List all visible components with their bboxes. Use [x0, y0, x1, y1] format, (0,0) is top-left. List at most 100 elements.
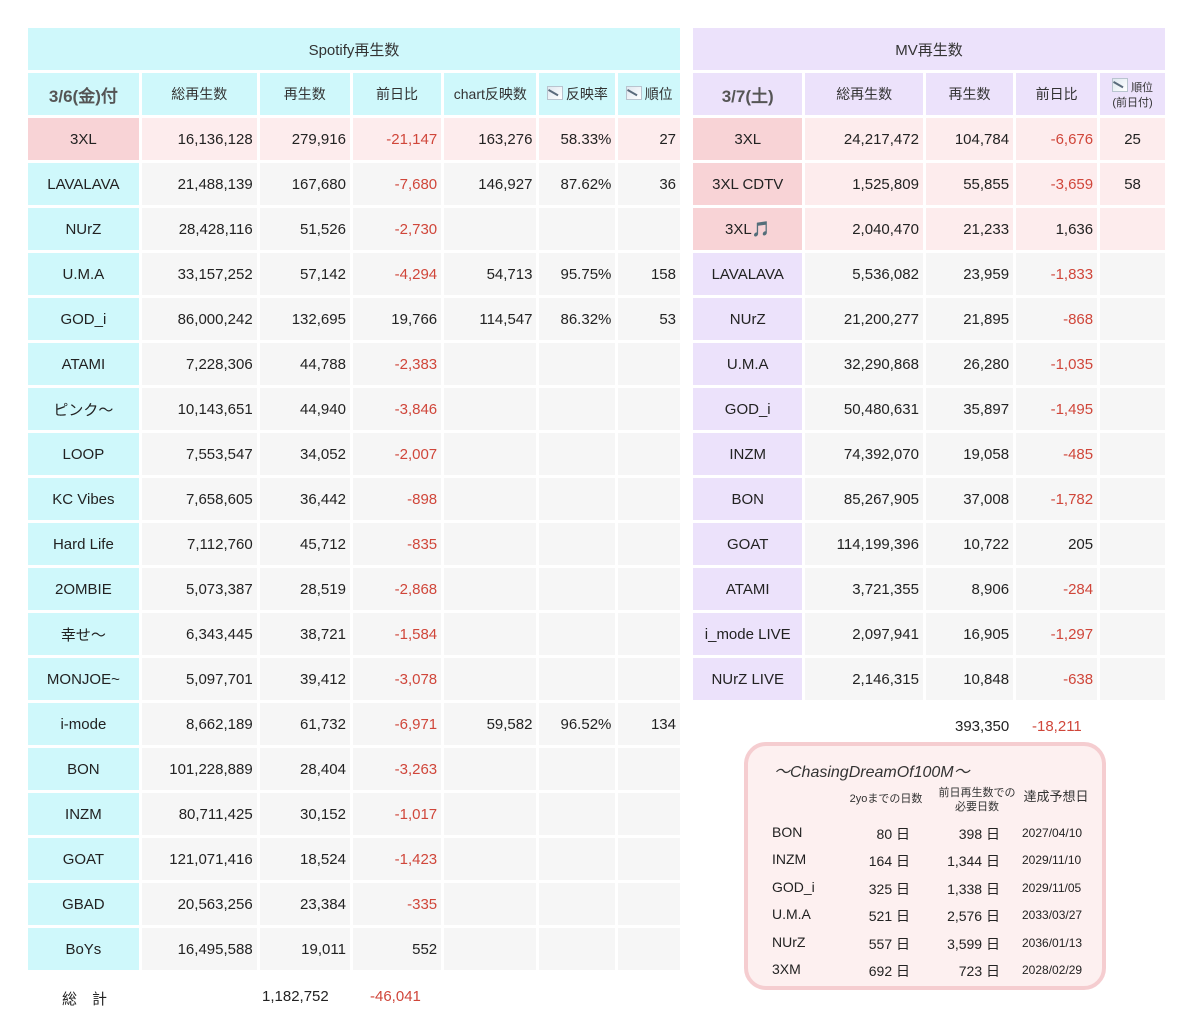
spotify-table: Spotify再生数 3/6(金)付 総再生数 再生数 前日比 chart反映数…	[25, 25, 683, 973]
chart-rate: 95.75%	[539, 253, 616, 295]
chart-rank	[618, 568, 680, 610]
chart-rate	[539, 838, 616, 880]
list-item: GOD_i 325 日 1,338 日 2029/11/05	[748, 879, 1102, 905]
total-views: 2,040,470	[805, 208, 923, 250]
diff-value: -638	[1016, 658, 1098, 700]
mv-table: MV再生数 3/7(土) 総再生数 再生数 前日比 順位 (前日付) 3XL 24,…	[690, 25, 1168, 703]
daily-views: 19,058	[925, 433, 1014, 475]
chart-rate: 58.33%	[539, 118, 616, 160]
total-plays: 7,658,605	[141, 478, 257, 520]
total-views: 5,536,082	[805, 253, 923, 295]
total-views: 50,480,631	[805, 388, 923, 430]
table-row: LAVALAVA 21,488,139 167,680 -7,680 146,927 87…	[28, 163, 680, 205]
daily-views: 23,959	[925, 253, 1014, 295]
spotify-total-plays: 1,182,752	[262, 988, 329, 1005]
video-rank	[1100, 433, 1165, 475]
song-name: KC Vibes	[28, 478, 139, 520]
chart-count: 114,547	[444, 298, 537, 340]
total-views: 2,146,315	[805, 658, 923, 700]
spotify-header-row: 3/6(金)付 総再生数 再生数 前日比 chart反映数 反映率 順位	[28, 73, 680, 115]
chart-rank	[618, 388, 680, 430]
diff-value: -2,007	[352, 433, 442, 475]
chart-count	[444, 343, 537, 385]
header-chart-count: chart反映数	[444, 73, 537, 115]
chart-count: 54,713	[444, 253, 537, 295]
daily-views: 10,848	[925, 658, 1014, 700]
video-rank	[1100, 343, 1165, 385]
chart-count: 59,582	[444, 703, 537, 745]
diff-value: -1,297	[1016, 613, 1098, 655]
chart-count: 163,276	[444, 118, 537, 160]
days-needed: 1,344 日	[947, 853, 1000, 870]
chart-rate	[539, 928, 616, 970]
diff-value: -6,676	[1016, 118, 1098, 160]
song-name: 幸せ～	[28, 613, 139, 655]
header-plays: 再生数	[259, 73, 350, 115]
total-views: 74,392,070	[805, 433, 923, 475]
table-row: LAVALAVA 5,536,082 23,959 -1,833	[693, 253, 1165, 295]
chasing-song-name: U.M.A	[772, 906, 811, 923]
mv-header-rank-label: 順位	[1131, 81, 1154, 94]
total-views: 2,097,941	[805, 613, 923, 655]
daily-views: 8,906	[925, 568, 1014, 610]
diff-value: -868	[1016, 298, 1098, 340]
table-row: 3XL🎵 2,040,470 21,233 1,636	[693, 208, 1165, 250]
total-plays: 101,228,889	[141, 748, 257, 790]
total-plays: 10,143,651	[141, 388, 257, 430]
video-rank: 58	[1100, 163, 1165, 205]
video-rank	[1100, 568, 1165, 610]
expected-date: 2036/01/13	[1022, 935, 1083, 950]
chart-rank: 36	[618, 163, 680, 205]
chart-rate	[539, 478, 616, 520]
video-name: 3XL🎵	[693, 208, 803, 250]
daily-views: 37,008	[925, 478, 1014, 520]
mv-header-row: 3/7(土) 総再生数 再生数 前日比 順位 (前日付)	[693, 73, 1165, 115]
video-rank	[1100, 478, 1165, 520]
list-item: 3XM 692 日 723 日 2028/02/29	[748, 961, 1102, 987]
daily-plays: 279,916	[259, 118, 350, 160]
chart-down-icon	[625, 86, 642, 100]
video-name: ATAMI	[693, 568, 803, 610]
chasing-header-needed: 前日再生数での必要日数	[938, 787, 1016, 813]
song-name: ATAMI	[28, 343, 139, 385]
song-name: MONJOE~	[28, 658, 139, 700]
table-row: 幸せ～ 6,343,445 38,721 -1,584	[28, 613, 680, 655]
daily-plays: 18,524	[259, 838, 350, 880]
chart-count	[444, 928, 537, 970]
diff-value: -2,383	[352, 343, 442, 385]
daily-plays: 45,712	[259, 523, 350, 565]
chart-down-icon	[546, 86, 563, 100]
table-row: BON 85,267,905 37,008 -1,782	[693, 478, 1165, 520]
diff-value: 19,766	[352, 298, 442, 340]
table-row: LOOP 7,553,547 34,052 -2,007	[28, 433, 680, 475]
diff-value: -1,423	[352, 838, 442, 880]
spotify-total-label: 総 計	[62, 991, 108, 1008]
video-name: NUrZ	[693, 298, 803, 340]
video-rank	[1100, 298, 1165, 340]
mv-header-diff: 前日比	[1016, 73, 1098, 115]
video-rank: 25	[1100, 118, 1165, 160]
daily-views: 21,233	[925, 208, 1014, 250]
chart-rate	[539, 388, 616, 430]
mv-total-plays: 393,350	[955, 718, 1010, 735]
video-name: INZM	[693, 433, 803, 475]
song-name: i-mode	[28, 703, 139, 745]
daily-views: 16,905	[925, 613, 1014, 655]
song-name: LOOP	[28, 433, 139, 475]
chart-count	[444, 793, 537, 835]
table-row: U.M.A 33,157,252 57,142 -4,294 54,713 95.75% 1…	[28, 253, 680, 295]
song-name: BON	[28, 748, 139, 790]
daily-plays: 132,695	[259, 298, 350, 340]
spotify-date-header: 3/6(金)付	[28, 73, 139, 115]
table-row: U.M.A 32,290,868 26,280 -1,035	[693, 343, 1165, 385]
chart-count	[444, 388, 537, 430]
total-views: 85,267,905	[805, 478, 923, 520]
daily-plays: 44,940	[259, 388, 350, 430]
diff-value: -1,017	[352, 793, 442, 835]
daily-views: 35,897	[925, 388, 1014, 430]
chart-count	[444, 748, 537, 790]
total-plays: 121,071,416	[141, 838, 257, 880]
chart-rank	[618, 658, 680, 700]
daily-views: 21,895	[925, 298, 1014, 340]
total-plays: 28,428,116	[141, 208, 257, 250]
